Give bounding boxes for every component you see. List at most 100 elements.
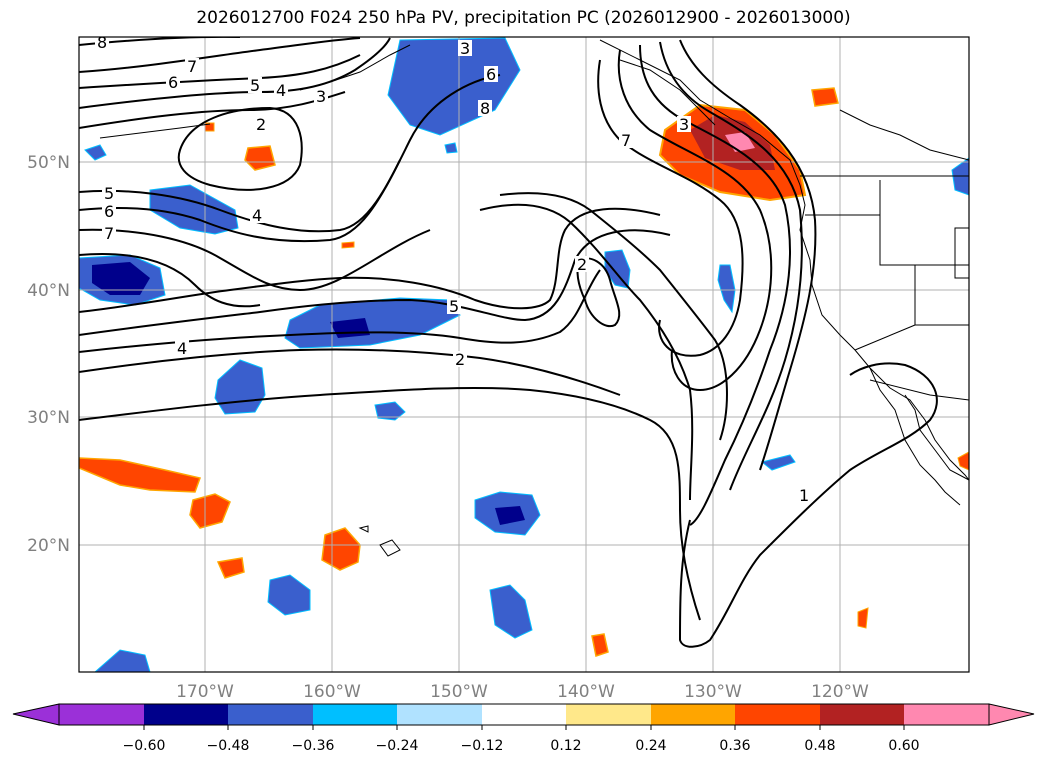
- contour-label: 2: [455, 350, 465, 369]
- colorbar-tick-label: −0.36: [292, 738, 335, 754]
- contour-label: 7: [187, 57, 197, 76]
- pv-contour: [79, 348, 621, 396]
- state-border: [805, 214, 969, 266]
- pv-contour: [576, 257, 621, 328]
- contour-label: 2: [577, 255, 587, 274]
- pv-contour: [79, 159, 401, 243]
- inland-water: [839, 109, 969, 161]
- pv-contour: [617, 49, 773, 392]
- hawaii-island: [358, 525, 369, 533]
- aleutian-island: [99, 123, 211, 139]
- longitude-labels: 170°W 160°W 150°W 140°W 130°W 120°W: [176, 682, 869, 702]
- precip-blob: [957, 451, 969, 471]
- colorbar-tick-label: −0.48: [207, 738, 250, 754]
- precip-blob: [717, 264, 736, 314]
- pv-contour: [679, 39, 817, 471]
- precip-blob: [374, 401, 406, 421]
- contour-label: 3: [679, 115, 689, 134]
- pv-contour: [79, 37, 361, 73]
- lon-label: 170°W: [176, 682, 234, 702]
- contour-label: 7: [104, 224, 114, 243]
- colorbar-segment: [820, 704, 904, 725]
- colorbar-tick-label: −0.60: [123, 738, 166, 754]
- contour-label: 5: [104, 184, 114, 203]
- colorbar-segment: [904, 704, 989, 725]
- precip-blob: [489, 584, 533, 639]
- precip-blob: [341, 241, 355, 249]
- colorbar-segment: [735, 704, 820, 725]
- map-area: [79, 37, 969, 672]
- colorbar-segment: [59, 704, 144, 725]
- map-title: 2026012700 F024 250 hPa PV, precipitatio…: [196, 8, 851, 28]
- alaska-panhandle: [619, 59, 716, 126]
- lon-label: 130°W: [684, 682, 742, 702]
- precip-blob: [444, 142, 458, 154]
- contour-label: 5: [250, 76, 260, 95]
- pv-contour: [177, 106, 303, 191]
- precip-blob: [760, 454, 796, 471]
- lat-label: 40°N: [27, 281, 70, 301]
- precip-blob: [189, 493, 231, 529]
- colorbar-tick-label: 0.48: [804, 738, 835, 754]
- pv-contour: [79, 386, 701, 621]
- contour-label: 4: [276, 81, 286, 100]
- contour-label: 3: [316, 87, 326, 106]
- pv-contour: [678, 362, 938, 648]
- colorbar: −0.60 −0.48 −0.36 −0.24 −0.12 0.12 0.24 …: [12, 703, 1035, 754]
- colorbar-segment: [313, 704, 397, 725]
- contour-label: 3: [460, 39, 470, 58]
- contour-label: 8: [480, 99, 490, 118]
- lon-label: 150°W: [430, 682, 488, 702]
- precip-blob: [79, 457, 201, 493]
- us-mexico-border: [869, 379, 969, 401]
- contour-label: 2: [256, 115, 266, 134]
- pv-contours: [79, 37, 938, 648]
- contour-label: 4: [177, 339, 187, 358]
- baja-california: [869, 367, 961, 506]
- contour-label: 6: [104, 202, 114, 221]
- pv-contour: [659, 41, 803, 491]
- colorbar-tick-label: −0.24: [376, 738, 419, 754]
- precip-blob: [244, 145, 276, 171]
- contour-label: 4: [252, 206, 262, 225]
- lon-label: 120°W: [811, 682, 869, 702]
- colorbar-segment: [228, 704, 313, 725]
- colorbar-extend-left: [12, 703, 60, 726]
- contour-label: 5: [449, 297, 459, 316]
- pv-contour: [79, 228, 431, 292]
- pv-contour: [79, 207, 661, 313]
- precip-blob: [495, 506, 525, 525]
- colorbar-tick-label: 0.36: [719, 738, 750, 754]
- colorbar-tick-labels: −0.60 −0.48 −0.36 −0.24 −0.12 0.12 0.24 …: [123, 738, 920, 754]
- pv-contour: [79, 269, 601, 353]
- pv-contour: [597, 59, 744, 357]
- precip-blob: [92, 262, 150, 295]
- colorbar-tick-label: 0.60: [888, 738, 919, 754]
- colorbar-tick-label: −0.12: [461, 738, 504, 754]
- precip-blob: [857, 607, 869, 629]
- colorbar-segment: [482, 704, 566, 725]
- lat-label: 20°N: [27, 536, 70, 556]
- pv-contour: [79, 74, 501, 233]
- latitude-labels: 50°N 40°N 30°N 20°N: [27, 153, 70, 556]
- colorbar-segment: [566, 704, 651, 725]
- pv-contour: [499, 192, 728, 441]
- precip-blob: [591, 633, 609, 657]
- lon-label: 140°W: [557, 682, 615, 702]
- colorbar-segment: [397, 704, 482, 725]
- precip-blob: [267, 574, 311, 616]
- colorbar-tick-label: 0.12: [550, 738, 581, 754]
- colorbar-extend-right: [988, 703, 1035, 726]
- colorbar-tick-label: 0.24: [635, 738, 666, 754]
- pv-contour: [479, 203, 694, 501]
- contour-label: 1: [799, 486, 809, 505]
- contour-label: 7: [621, 131, 631, 150]
- contour-labels: 8 7 6 5 4 3 2 5 6 7 4 3 6 8: [95, 33, 811, 505]
- colorbar-segment: [144, 704, 228, 725]
- map-frame: [78, 36, 970, 673]
- lon-label: 160°W: [303, 682, 361, 702]
- gulf-coast: [904, 394, 969, 481]
- contour-label: 8: [97, 33, 107, 52]
- colorbar-ticks: [143, 725, 905, 730]
